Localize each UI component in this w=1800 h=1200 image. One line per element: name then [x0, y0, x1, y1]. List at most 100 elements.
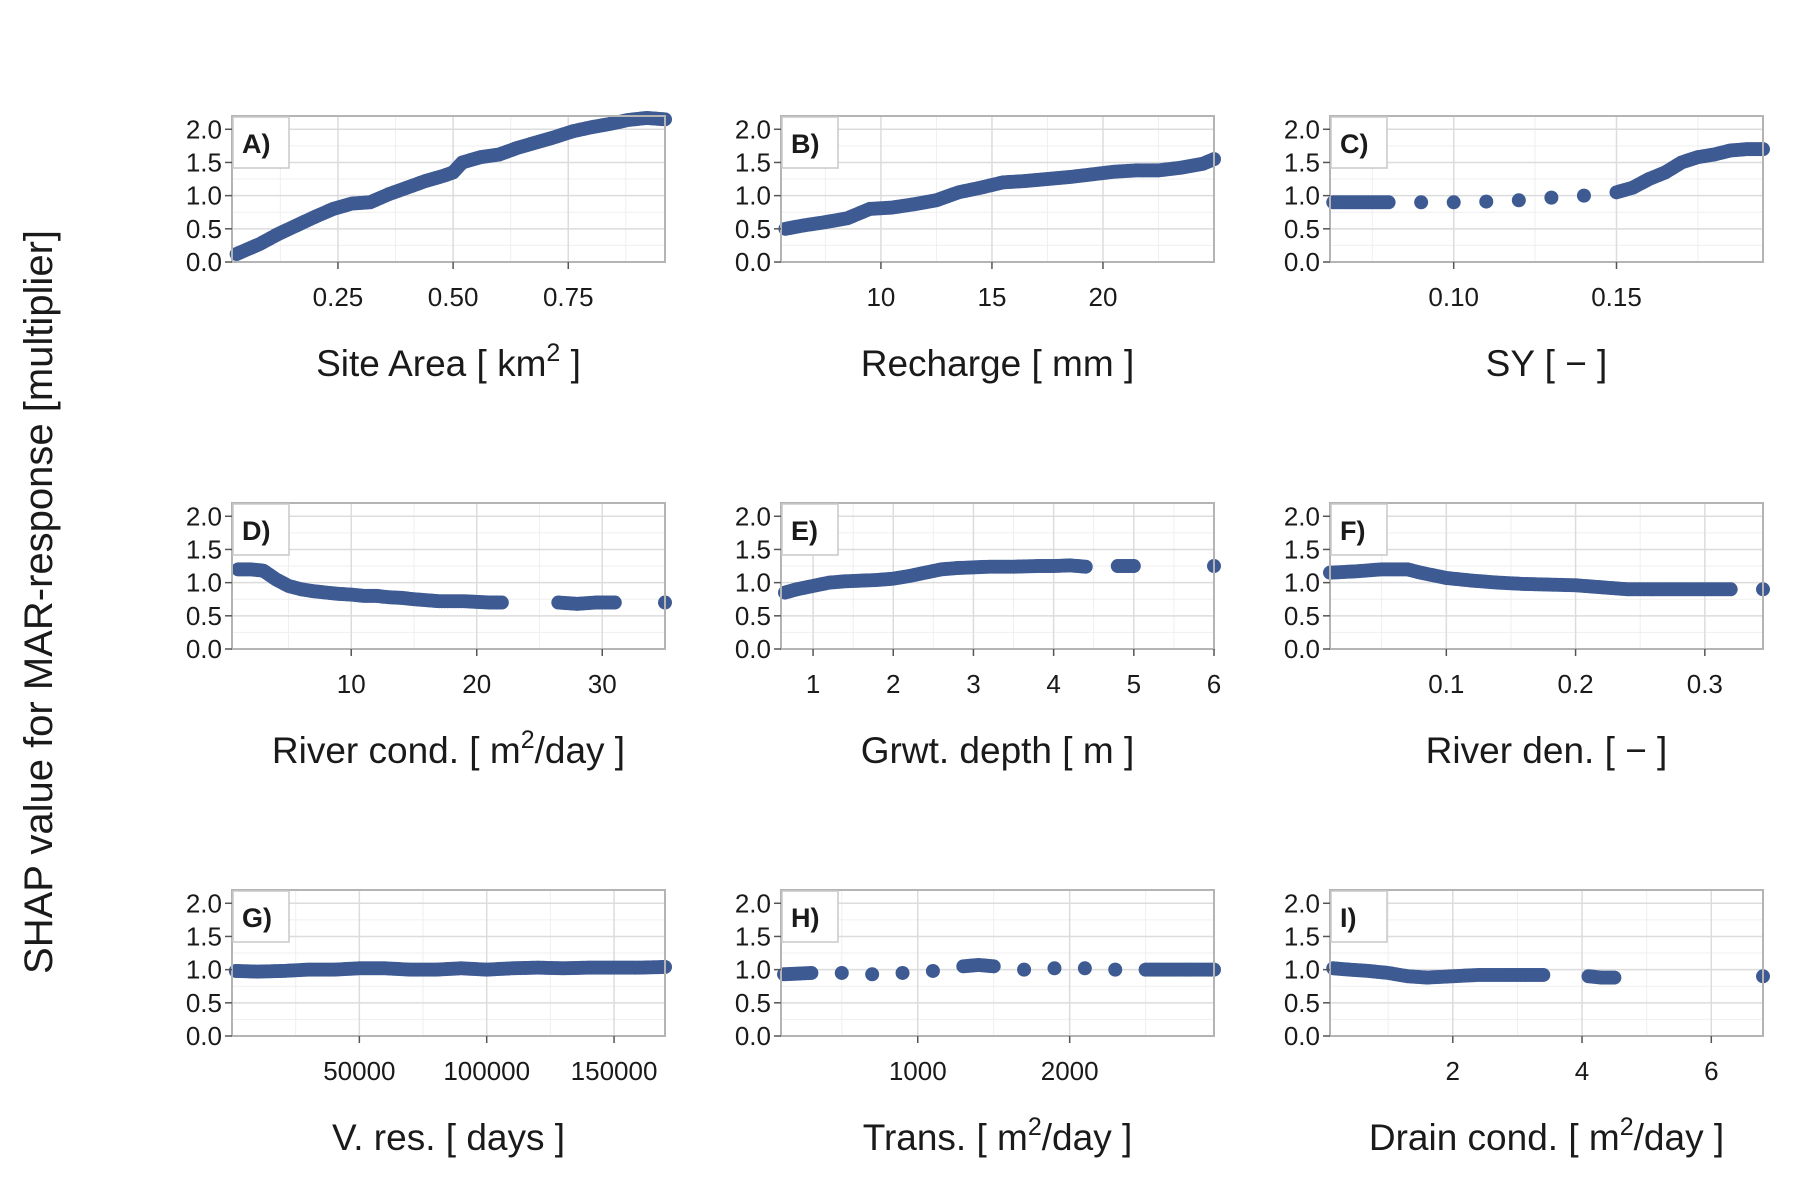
y-tick-label: 1.0	[1284, 568, 1320, 598]
y-tick-label: 0.5	[186, 601, 222, 631]
x-axis-label: Recharge [ mm ]	[861, 343, 1134, 384]
panel-label-box	[1330, 890, 1388, 943]
panel-label-box	[781, 503, 839, 556]
x-tick-label: 2	[886, 669, 900, 699]
y-tick-label: 0.0	[735, 247, 771, 277]
data-point	[607, 595, 622, 610]
data-point	[1479, 194, 1494, 209]
x-tick-label: 4	[1575, 1056, 1589, 1086]
y-tick-label: 0.0	[735, 1021, 771, 1051]
x-tick-label: 6	[1704, 1056, 1718, 1086]
x-tick-label: 4	[1046, 669, 1060, 699]
data-point	[1077, 961, 1092, 976]
point-series	[1326, 961, 1770, 985]
x-axis-label: Drain cond. [ m2/day ]	[1369, 1113, 1724, 1158]
data-point	[494, 595, 509, 610]
panel-label-box	[781, 890, 839, 943]
panel-label: F)	[1340, 516, 1365, 546]
panel-label-box	[1330, 503, 1388, 556]
point-series	[228, 959, 672, 979]
y-tick-label: 1.5	[735, 534, 771, 564]
panel-label-box	[232, 890, 290, 943]
x-tick-label: 10	[866, 282, 895, 312]
x-tick-label: 50000	[323, 1056, 395, 1086]
panel-8: H) 0.00.51.0 1.52.0 1000 2000 Trans. [ m2/day…	[735, 888, 1221, 1158]
data-point	[925, 963, 940, 978]
y-tick-label: 1.5	[735, 147, 771, 177]
data-point	[895, 965, 910, 980]
shared-y-axis-label: SHAP value for MAR-response [multiplier]	[17, 230, 61, 974]
y-tick-label: 0.5	[186, 214, 222, 244]
panel-border	[231, 115, 666, 263]
y-tick-label: 0.0	[735, 634, 771, 664]
y-tick-label: 0.0	[186, 247, 222, 277]
panel-border	[780, 889, 1215, 1037]
y-tick-label: 1.5	[1284, 147, 1320, 177]
y-tick-label: 1.0	[735, 181, 771, 211]
panel-5: E) 0.00.51.0 1.52.0 1 2 3 4 5 6 Grwt. depth [ m ]	[735, 501, 1221, 771]
y-tick-label: 0.5	[1284, 601, 1320, 631]
x-tick-label: 0.3	[1687, 669, 1723, 699]
y-tick-label: 0.5	[735, 601, 771, 631]
panel-label: C)	[1340, 129, 1369, 159]
data-point	[1381, 195, 1396, 210]
y-tick-label: 1.5	[1284, 534, 1320, 564]
x-tick-label: 150000	[571, 1056, 658, 1086]
panel-label: A)	[242, 129, 271, 159]
y-tick-label: 1.0	[735, 568, 771, 598]
panel-border	[1329, 889, 1764, 1037]
panel-background	[1330, 890, 1763, 1036]
x-tick-label: 20	[1089, 282, 1118, 312]
x-tick-label: 2000	[1041, 1056, 1099, 1086]
panel-background	[1330, 116, 1763, 262]
panel-label-box	[232, 116, 290, 169]
y-tick-label: 0.5	[186, 988, 222, 1018]
data-point	[1446, 195, 1461, 210]
x-tick-label: 2	[1446, 1056, 1460, 1086]
y-tick-label: 2.0	[186, 501, 222, 531]
y-tick-label: 0.0	[1284, 1021, 1320, 1051]
x-tick-label: 0.10	[1428, 282, 1479, 312]
data-point	[1576, 188, 1591, 203]
y-tick-label: 2.0	[735, 501, 771, 531]
y-tick-label: 1.5	[735, 921, 771, 951]
point-series	[778, 152, 1221, 236]
y-tick-label: 2.0	[1284, 114, 1320, 144]
point-series	[1326, 142, 1770, 210]
point-series	[778, 558, 1221, 600]
panel-border	[1329, 502, 1764, 650]
data-point	[1511, 193, 1526, 208]
y-tick-label: 0.0	[186, 1021, 222, 1051]
y-tick-label: 1.0	[1284, 181, 1320, 211]
y-tick-label: 0.5	[735, 214, 771, 244]
point-series	[777, 957, 1221, 982]
data-point	[1414, 195, 1429, 210]
x-tick-label: 0.50	[428, 282, 479, 312]
x-axis-label: Trans. [ m2/day ]	[863, 1113, 1133, 1158]
panel-border	[1329, 115, 1764, 263]
panel-border	[780, 115, 1215, 263]
point-series	[1323, 562, 1770, 597]
point-series	[229, 110, 672, 262]
y-tick-label: 0.0	[1284, 634, 1320, 664]
y-tick-label: 1.5	[1284, 921, 1320, 951]
data-point	[1126, 559, 1141, 574]
y-tick-label: 2.0	[186, 888, 222, 918]
x-axis-label: V. res. [ days ]	[332, 1117, 565, 1158]
panel-4: D) 0.00.51.0 1.52.0 10 20 30 River cond. [ m2/…	[186, 501, 672, 771]
x-tick-label: 20	[462, 669, 491, 699]
data-point	[1544, 190, 1559, 205]
data-point	[1047, 961, 1062, 976]
y-tick-label: 0.5	[1284, 988, 1320, 1018]
y-tick-label: 2.0	[1284, 888, 1320, 918]
y-tick-label: 2.0	[735, 114, 771, 144]
data-point	[865, 967, 880, 982]
x-tick-label: 3	[966, 669, 980, 699]
x-tick-label: 0.75	[543, 282, 594, 312]
y-tick-label: 2.0	[735, 888, 771, 918]
data-point	[804, 965, 819, 980]
panel-label: E)	[791, 516, 818, 546]
x-tick-label: 100000	[443, 1056, 530, 1086]
x-axis-label: Grwt. depth [ m ]	[861, 730, 1134, 771]
x-tick-label: 0.2	[1558, 669, 1594, 699]
